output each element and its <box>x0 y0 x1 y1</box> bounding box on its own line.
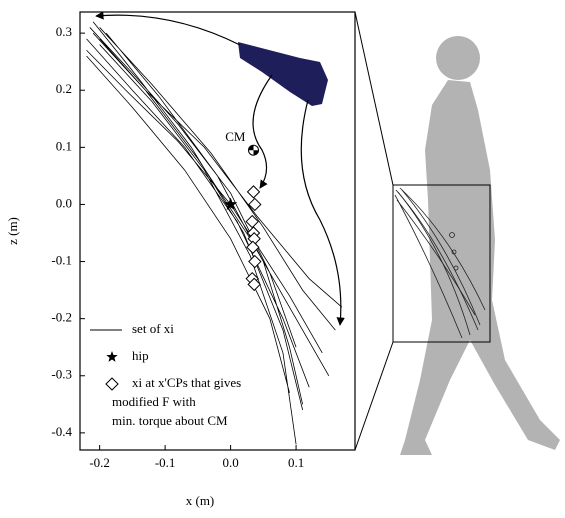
legend-label: set of xi <box>132 321 174 336</box>
y-tick-label: 0.1 <box>56 138 72 153</box>
legend-star <box>106 351 118 362</box>
y-tick-label: -0.4 <box>51 424 72 439</box>
zoom-box <box>392 184 491 343</box>
y-tick-label: 0.2 <box>56 81 72 96</box>
x-tick-label: 0.1 <box>288 455 304 470</box>
annotation: CM <box>225 129 246 144</box>
x-axis-label: x (m) <box>186 493 215 508</box>
legend-label: hip <box>132 348 149 363</box>
x-tick-label: 0.0 <box>222 455 238 470</box>
diamond-marker <box>248 197 262 212</box>
arrows <box>95 11 345 326</box>
curve-set <box>86 21 343 445</box>
zoom-line <box>354 341 394 451</box>
legend-label: xi at x'CPs that gives <box>132 375 241 390</box>
diamond-marker <box>248 254 262 269</box>
diamond-marker <box>246 185 261 199</box>
y-axis-label: z (m) <box>5 217 20 245</box>
x-tick-label: -0.2 <box>89 455 110 470</box>
legend-diamond <box>105 377 119 391</box>
diamond-marker <box>245 214 259 229</box>
y-tick-label: 0.0 <box>56 195 72 210</box>
x-tick-label: -0.1 <box>155 455 176 470</box>
human-silhouette <box>400 36 560 455</box>
y-tick-label: -0.1 <box>51 253 72 268</box>
y-tick-label: -0.2 <box>51 310 72 325</box>
legend-label: min. torque about CM <box>112 413 228 428</box>
diamond-marker <box>246 240 260 254</box>
y-tick-label: -0.3 <box>51 367 72 382</box>
inset-curves <box>394 187 486 339</box>
hip-marker <box>223 197 238 211</box>
diamond-marker <box>247 277 261 292</box>
legend-label: modified F with <box>112 394 196 409</box>
cm-marker-fill <box>248 145 259 156</box>
foot-shape <box>238 42 328 106</box>
y-tick-label: 0.3 <box>56 24 72 39</box>
zoom-line <box>354 11 394 186</box>
